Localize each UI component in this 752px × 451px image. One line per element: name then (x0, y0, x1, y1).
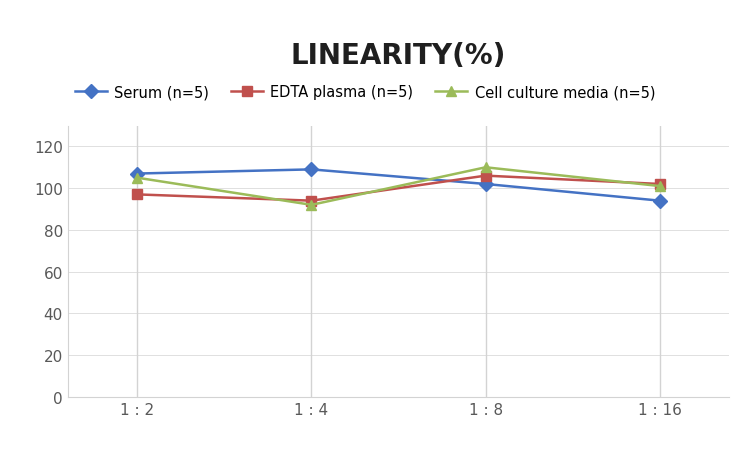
EDTA plasma (n=5) (655, 182, 664, 187)
Line: Cell culture media (n=5): Cell culture media (n=5) (132, 163, 665, 210)
Serum (n=5) (307, 167, 316, 173)
Serum (n=5) (481, 182, 490, 187)
Cell culture media (n=5) (307, 202, 316, 208)
Title: LINEARITY(%): LINEARITY(%) (291, 42, 506, 70)
Line: EDTA plasma (n=5): EDTA plasma (n=5) (132, 171, 665, 206)
EDTA plasma (n=5) (307, 198, 316, 204)
Cell culture media (n=5) (133, 175, 142, 181)
Line: Serum (n=5): Serum (n=5) (132, 165, 665, 206)
EDTA plasma (n=5) (481, 174, 490, 179)
Legend: Serum (n=5), EDTA plasma (n=5), Cell culture media (n=5): Serum (n=5), EDTA plasma (n=5), Cell cul… (75, 85, 655, 100)
Serum (n=5) (655, 198, 664, 204)
Cell culture media (n=5) (655, 184, 664, 189)
Serum (n=5) (133, 171, 142, 177)
EDTA plasma (n=5) (133, 192, 142, 198)
Cell culture media (n=5) (481, 165, 490, 170)
